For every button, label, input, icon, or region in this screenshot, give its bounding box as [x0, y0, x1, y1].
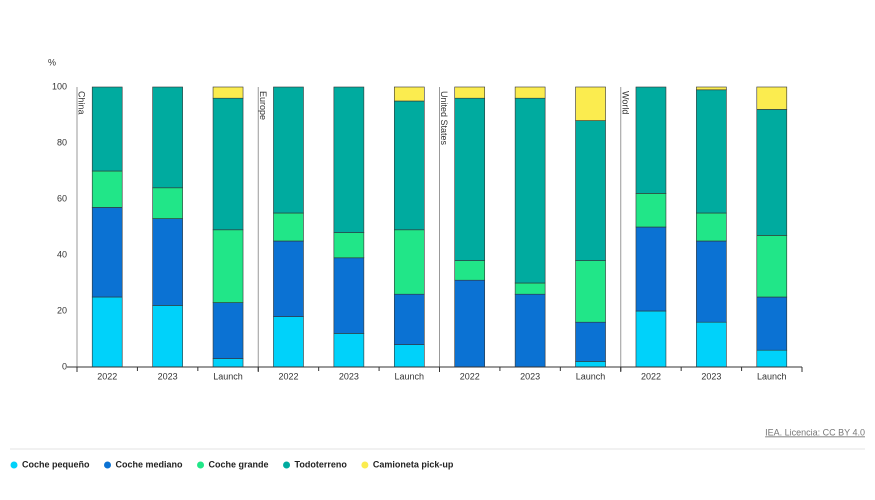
- bar-segment: [273, 212, 304, 242]
- x-tick-label: 2022: [641, 371, 661, 381]
- source[interactable]: IEA. Licencia: CC BY 4.0: [765, 427, 865, 437]
- bar-segment: [91, 207, 123, 298]
- bar-segment: [454, 260, 486, 281]
- bar-segment: [575, 361, 606, 368]
- x-tick-label: Launch: [213, 371, 243, 381]
- bar-segment: [333, 333, 365, 368]
- x-tick-label: Launch: [576, 371, 606, 381]
- bar-segment: [696, 212, 727, 242]
- bar-segment: [756, 86, 788, 110]
- legend-marker: [10, 461, 18, 469]
- panel-label: Europe: [258, 91, 268, 120]
- x-tick-label: 2023: [701, 371, 721, 381]
- x-tick-label: Launch: [395, 371, 425, 381]
- legend-label: Coche mediano: [116, 459, 184, 469]
- y-tick-label: 20: [57, 305, 67, 315]
- y-tick-label: 80: [57, 137, 67, 147]
- bar-segment: [152, 187, 183, 219]
- panel-label: World: [620, 91, 630, 114]
- bar-segment: [696, 86, 727, 91]
- bar-segment: [212, 358, 244, 368]
- bar-segment: [756, 235, 788, 298]
- x-tick-label: 2022: [460, 371, 480, 381]
- y-unit: %: [48, 57, 56, 67]
- x-tick-label: 2023: [339, 371, 359, 381]
- bar-segment: [696, 89, 727, 214]
- bar-segment: [696, 240, 727, 323]
- bar-segment: [91, 296, 123, 368]
- bar-segment: [333, 86, 365, 233]
- bar-segment: [575, 260, 606, 323]
- bar-segment: [393, 229, 425, 295]
- bar-segment: [152, 218, 183, 306]
- x-tick-label: 2023: [520, 371, 540, 381]
- bar-segment: [635, 86, 667, 194]
- bar-segment: [514, 97, 546, 284]
- bar-segment: [756, 109, 788, 236]
- bar-segment: [756, 349, 788, 368]
- bar-segment: [575, 120, 606, 261]
- legend-marker: [197, 461, 205, 469]
- y-tick-label: 40: [57, 249, 67, 259]
- bar-segment: [393, 344, 425, 368]
- bar-segment: [91, 170, 123, 208]
- bar-segment: [212, 97, 244, 231]
- bar-segment: [696, 321, 727, 368]
- bar-segment: [635, 226, 667, 312]
- bar-segment: [635, 310, 667, 368]
- panel-label: United States: [439, 91, 449, 146]
- bar-segment: [273, 240, 304, 317]
- bar-segment: [454, 279, 486, 368]
- bar-segment: [514, 282, 546, 295]
- legend: Coche pequeño Coche mediano Coche grande To…: [10, 459, 454, 469]
- legend-marker: [283, 461, 291, 469]
- bar-segment: [273, 316, 304, 368]
- bar-segment: [393, 86, 425, 102]
- y-tick-label: 60: [57, 193, 67, 203]
- bar-segment: [393, 293, 425, 345]
- panel-label: China: [77, 91, 87, 115]
- x-tick-label: 2023: [158, 371, 178, 381]
- legend-label: Camioneta pick-up: [373, 459, 454, 469]
- legend-marker: [361, 461, 369, 469]
- legend-label: Coche pequeño: [22, 459, 90, 469]
- y-tick-label: 0: [62, 361, 67, 371]
- bar-segment: [333, 232, 365, 259]
- bar-segment: [212, 86, 244, 99]
- bar-segment: [212, 229, 244, 303]
- legend-marker: [104, 461, 112, 469]
- y-tick-label: 100: [52, 81, 67, 91]
- bar-segment: [333, 257, 365, 334]
- bar-segment: [454, 86, 486, 99]
- bar-segment: [152, 305, 183, 368]
- legend-label: Coche grande: [209, 459, 269, 469]
- bar-segment: [273, 86, 304, 214]
- bar-segment: [212, 302, 244, 359]
- bar-segment: [635, 193, 667, 228]
- bar-segment: [575, 86, 606, 121]
- bar-segment: [152, 86, 183, 189]
- bar-segment: [575, 321, 606, 362]
- bar-segment: [514, 86, 546, 99]
- bar-segment: [756, 296, 788, 351]
- x-tick-label: 2022: [278, 371, 298, 381]
- bar-segment: [454, 97, 486, 261]
- legend-label: Todoterreno: [295, 459, 348, 469]
- x-tick-label: Launch: [757, 371, 787, 381]
- bar-segment: [393, 100, 425, 231]
- x-tick-label: 2022: [97, 371, 117, 381]
- bar-segment: [514, 293, 546, 368]
- bar-segment: [91, 86, 123, 172]
